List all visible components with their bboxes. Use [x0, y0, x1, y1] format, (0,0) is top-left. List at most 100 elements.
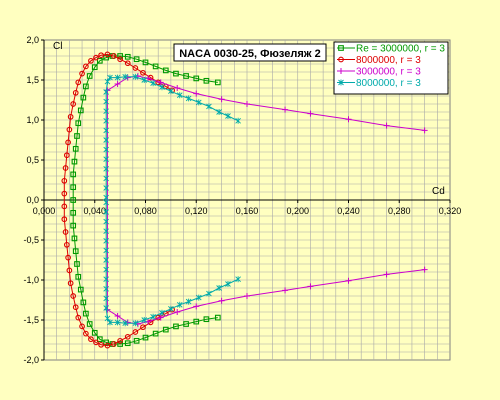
data-point: [103, 228, 109, 235]
y-tick-label: -0,5: [23, 235, 39, 245]
data-point: [110, 341, 117, 347]
data-point: [103, 305, 109, 311]
data-point: [63, 152, 70, 159]
data-point: [133, 337, 140, 344]
data-point: [62, 229, 69, 235]
series-line: [106, 75, 425, 325]
data-point: [72, 304, 79, 311]
data-point: [70, 171, 77, 178]
series-2: [61, 51, 175, 349]
data-point: [107, 74, 113, 81]
data-point: [307, 110, 314, 117]
data-point: [103, 89, 109, 95]
data-point: [103, 257, 109, 263]
legend-label: Re = 3000000, r = 3: [356, 44, 445, 55]
data-point: [345, 277, 352, 284]
chart-title: NACA 0030-25, Фюзеляж 2: [179, 48, 321, 60]
y-tick-label: -1,5: [23, 315, 39, 325]
data-point: [214, 79, 221, 86]
y-tick-label: 0,5: [26, 155, 39, 165]
data-point: [70, 197, 77, 203]
data-point: [174, 85, 181, 91]
data-point: [185, 298, 192, 305]
data-point: [124, 340, 131, 347]
data-point: [225, 281, 231, 287]
data-point: [74, 133, 80, 139]
data-point: [124, 333, 131, 340]
data-point: [345, 116, 352, 123]
data-point: [133, 56, 140, 63]
y-tick-labels: 2,0 1,5 1,0 0,5 0,0 -0,5 -1,0 -1,5 -2,0: [23, 35, 44, 365]
data-point: [63, 241, 70, 248]
data-point: [244, 101, 250, 107]
data-point: [235, 117, 241, 124]
data-point: [168, 88, 174, 95]
data-point: [79, 70, 85, 77]
y-tick-label: 1,5: [26, 75, 39, 85]
data-point: [67, 113, 74, 120]
data-point: [114, 319, 121, 326]
chart-title-box: NACA 0030-25, Фюзеляж 2: [173, 43, 327, 62]
data-point: [83, 330, 89, 337]
data-point: [103, 185, 109, 191]
data-point: [244, 293, 250, 299]
data-point: [157, 79, 164, 86]
title-frame: [173, 43, 327, 62]
data-point: [86, 73, 93, 79]
data-point: [67, 280, 74, 287]
x-tick-label: 0,000: [33, 206, 56, 216]
data-point: [71, 158, 78, 165]
data-point: [65, 254, 71, 261]
data-point: [66, 267, 73, 274]
data-point: [104, 342, 111, 349]
data-point: [140, 69, 146, 76]
data-point: [159, 84, 165, 91]
data-point: [77, 107, 84, 114]
data-point: [103, 194, 109, 201]
data-point: [61, 177, 68, 184]
x-tick-label: 0,120: [185, 206, 208, 216]
data-point: [114, 313, 121, 319]
data-point: [173, 323, 179, 330]
data-point: [152, 330, 159, 337]
y-tick-label: 0,0: [26, 195, 39, 205]
data-point: [193, 303, 200, 310]
data-point: [142, 334, 149, 341]
series-1: [70, 53, 221, 347]
data-point: [88, 336, 94, 343]
data-point: [103, 339, 110, 346]
data-point: [122, 73, 129, 80]
data-point: [70, 222, 77, 229]
data-point: [183, 73, 189, 79]
data-point: [104, 51, 111, 58]
data-point: [61, 203, 68, 210]
data-point: [195, 294, 202, 301]
legend-swatch-marker: [338, 45, 344, 51]
data-point: [83, 83, 89, 90]
data-point: [96, 336, 103, 343]
data-point: [176, 92, 183, 99]
data-point: [103, 237, 109, 244]
y-tick-label: 1,0: [26, 115, 39, 125]
data-point: [70, 184, 77, 191]
data-point: [103, 218, 109, 225]
data-point: [75, 273, 82, 280]
data-point: [103, 209, 109, 215]
data-point: [132, 73, 139, 80]
y-tick-label: -1,0: [23, 275, 39, 285]
data-point: [174, 309, 181, 315]
data-point: [203, 77, 210, 84]
data-point: [216, 109, 222, 115]
data-point: [132, 329, 139, 335]
data-point: [70, 293, 77, 299]
data-point: [421, 127, 428, 134]
data-point: [235, 276, 241, 283]
data-point: [104, 315, 111, 322]
data-point: [80, 299, 87, 306]
data-point: [75, 314, 82, 321]
y-tick-label: -2,0: [23, 355, 39, 365]
y-axis-label: Cl: [53, 41, 62, 52]
